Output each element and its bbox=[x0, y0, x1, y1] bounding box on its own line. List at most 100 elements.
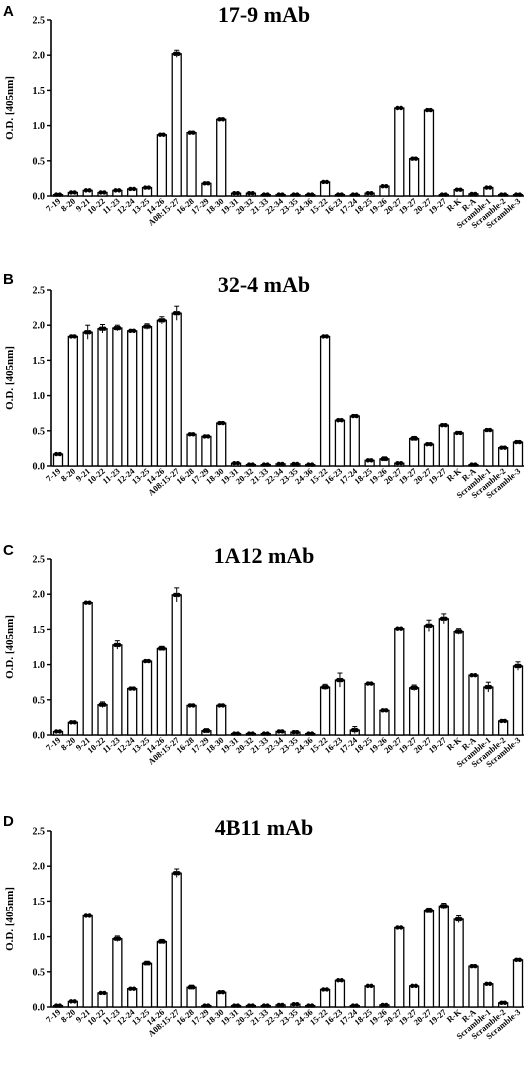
data-point bbox=[72, 720, 77, 725]
bar bbox=[408, 158, 420, 197]
data-point bbox=[187, 432, 192, 437]
data-point bbox=[365, 190, 371, 196]
data-point bbox=[157, 132, 163, 137]
data-point bbox=[276, 461, 281, 467]
data-point bbox=[102, 326, 107, 331]
data-point bbox=[487, 981, 493, 986]
data-point bbox=[202, 181, 207, 186]
data-point bbox=[517, 663, 522, 669]
data-point bbox=[454, 187, 460, 192]
bar bbox=[483, 686, 494, 736]
bar bbox=[498, 447, 509, 467]
data-point bbox=[235, 190, 241, 196]
data-point bbox=[191, 703, 196, 708]
data-point bbox=[83, 330, 89, 335]
bar bbox=[468, 965, 479, 1008]
data-point bbox=[324, 684, 330, 690]
data-point bbox=[232, 1003, 237, 1008]
data-point bbox=[246, 1003, 252, 1008]
data-point bbox=[157, 939, 163, 944]
data-point bbox=[146, 961, 152, 966]
data-point bbox=[384, 708, 389, 713]
data-point bbox=[83, 600, 89, 605]
data-point bbox=[220, 117, 226, 122]
bar bbox=[364, 682, 375, 736]
data-point bbox=[354, 1003, 359, 1008]
y-tick-label: 0.5 bbox=[33, 156, 46, 167]
y-tick-label: 0.0 bbox=[33, 192, 46, 203]
data-point bbox=[454, 916, 460, 922]
y-tick-label: 1.0 bbox=[33, 391, 46, 402]
bar bbox=[201, 435, 212, 467]
bar bbox=[186, 131, 197, 197]
bar bbox=[364, 985, 375, 1008]
data-point bbox=[384, 456, 389, 462]
data-point bbox=[143, 961, 148, 966]
bar bbox=[112, 644, 123, 736]
data-point bbox=[469, 462, 474, 467]
data-point bbox=[191, 985, 196, 990]
data-point bbox=[458, 430, 463, 436]
bar bbox=[171, 53, 182, 197]
bar bbox=[423, 909, 435, 1008]
bar bbox=[394, 107, 405, 197]
chart-title: 4B11 mAb bbox=[215, 815, 313, 840]
data-point bbox=[116, 325, 122, 331]
data-point bbox=[146, 324, 152, 329]
bar bbox=[334, 679, 346, 736]
data-point bbox=[321, 684, 326, 690]
data-point bbox=[458, 916, 463, 922]
data-point bbox=[161, 939, 166, 944]
data-point bbox=[428, 441, 433, 447]
panel-letter: B bbox=[3, 271, 14, 288]
data-point bbox=[473, 672, 478, 678]
data-point bbox=[98, 702, 103, 707]
data-point bbox=[454, 430, 460, 436]
bar bbox=[438, 905, 449, 1008]
data-point bbox=[217, 117, 222, 122]
bar bbox=[127, 330, 138, 467]
data-point bbox=[98, 326, 103, 331]
data-point bbox=[291, 1001, 296, 1007]
data-point bbox=[146, 658, 152, 664]
data-point bbox=[439, 904, 445, 909]
data-point bbox=[439, 422, 445, 428]
bar bbox=[483, 983, 494, 1008]
data-point bbox=[398, 105, 404, 111]
bar bbox=[82, 601, 93, 736]
data-point bbox=[424, 908, 430, 913]
bar bbox=[112, 938, 123, 1008]
data-point bbox=[454, 629, 460, 634]
data-point bbox=[413, 983, 419, 989]
data-point bbox=[384, 183, 389, 189]
data-point bbox=[484, 427, 489, 433]
y-tick-label: 0.0 bbox=[33, 731, 46, 742]
data-point bbox=[321, 179, 326, 185]
data-point bbox=[176, 51, 181, 56]
data-point bbox=[143, 324, 148, 329]
bar bbox=[141, 325, 153, 467]
data-point bbox=[309, 731, 315, 736]
data-point bbox=[87, 913, 92, 918]
data-point bbox=[128, 186, 133, 192]
y-axis-label: O.D. [405nm] bbox=[4, 615, 16, 679]
bar bbox=[156, 940, 168, 1008]
data-point bbox=[514, 192, 519, 197]
bar bbox=[216, 991, 227, 1008]
data-point bbox=[220, 703, 226, 708]
y-axis-label: O.D. [405nm] bbox=[4, 887, 16, 951]
data-point bbox=[350, 727, 356, 733]
data-point bbox=[369, 983, 374, 989]
data-point bbox=[98, 990, 103, 996]
data-point bbox=[265, 192, 270, 197]
data-point bbox=[295, 729, 300, 735]
y-tick-label: 2.5 bbox=[33, 555, 46, 566]
data-point bbox=[87, 600, 92, 605]
data-point bbox=[143, 185, 148, 190]
y-tick-label: 2.5 bbox=[33, 16, 46, 27]
data-point bbox=[424, 107, 430, 113]
y-tick-label: 2.0 bbox=[33, 590, 46, 601]
bar bbox=[127, 988, 138, 1008]
data-point bbox=[202, 434, 207, 439]
bar bbox=[97, 992, 108, 1008]
